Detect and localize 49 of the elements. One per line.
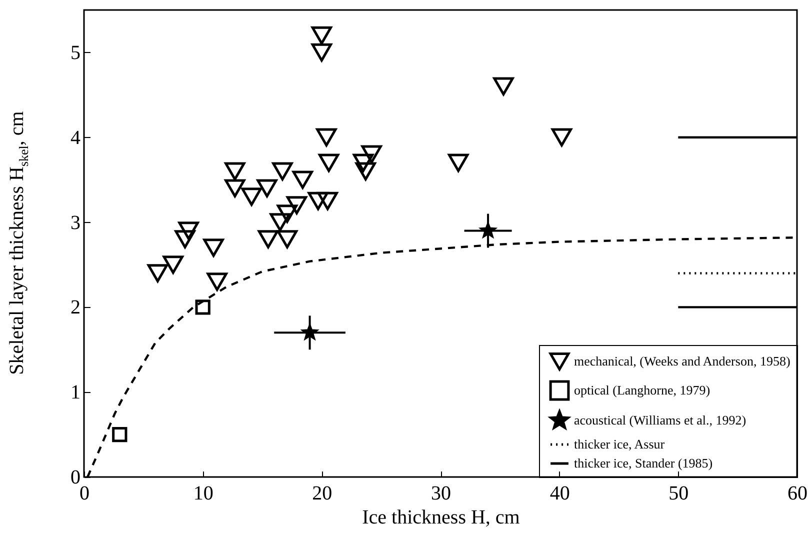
- x-tick-label: 50: [668, 482, 689, 504]
- point: [448, 154, 469, 172]
- point: [361, 145, 382, 164]
- point: [224, 162, 246, 180]
- legend-label: optical (Langhorne, 1979): [574, 382, 710, 398]
- x-tick-label: 60: [788, 482, 808, 504]
- legend-label: acoustical (Williams et al., 1992): [574, 412, 746, 428]
- point: [206, 272, 228, 291]
- legend-label: thicker ice, Stander (1985): [574, 456, 713, 470]
- point: [256, 179, 278, 198]
- y-tick-label: 4: [70, 126, 80, 149]
- point: [286, 196, 308, 214]
- point: [224, 179, 246, 198]
- point: [276, 204, 298, 223]
- x-tick-label: 10: [193, 482, 214, 504]
- point: [272, 162, 293, 180]
- point: [162, 256, 184, 274]
- y-tick-label: 1: [70, 382, 80, 404]
- point: [147, 264, 168, 282]
- x-tick-label: 20: [312, 482, 332, 504]
- point: [270, 213, 290, 232]
- point: [241, 188, 262, 206]
- point: [355, 162, 376, 180]
- y-tick-label: 3: [70, 212, 80, 234]
- point: [311, 43, 332, 62]
- point: [493, 77, 514, 96]
- point: [352, 154, 374, 172]
- point: [308, 192, 328, 210]
- y-tick-label: 5: [70, 42, 80, 64]
- y-tick-label: 0: [70, 466, 80, 488]
- legend-label: thicker ice, Assur: [574, 436, 666, 452]
- point: [311, 26, 332, 45]
- point: [203, 238, 224, 257]
- x-tick-label: 30: [431, 482, 451, 504]
- point: [112, 426, 128, 442]
- point: [316, 128, 337, 146]
- point: [276, 230, 298, 248]
- x-axis-title: Ice thickness H, cm: [362, 506, 520, 528]
- point: [174, 230, 196, 248]
- x-tick-label: 40: [550, 482, 570, 504]
- point: [292, 170, 313, 189]
- point: [317, 192, 338, 210]
- point: [318, 154, 340, 172]
- point: [258, 230, 279, 248]
- point: [178, 222, 199, 240]
- point: [195, 300, 210, 315]
- point: [551, 128, 572, 146]
- y-tick-label: 2: [70, 296, 80, 319]
- legend-label: mechanical, (Weeks and Anderson, 1958): [574, 354, 790, 368]
